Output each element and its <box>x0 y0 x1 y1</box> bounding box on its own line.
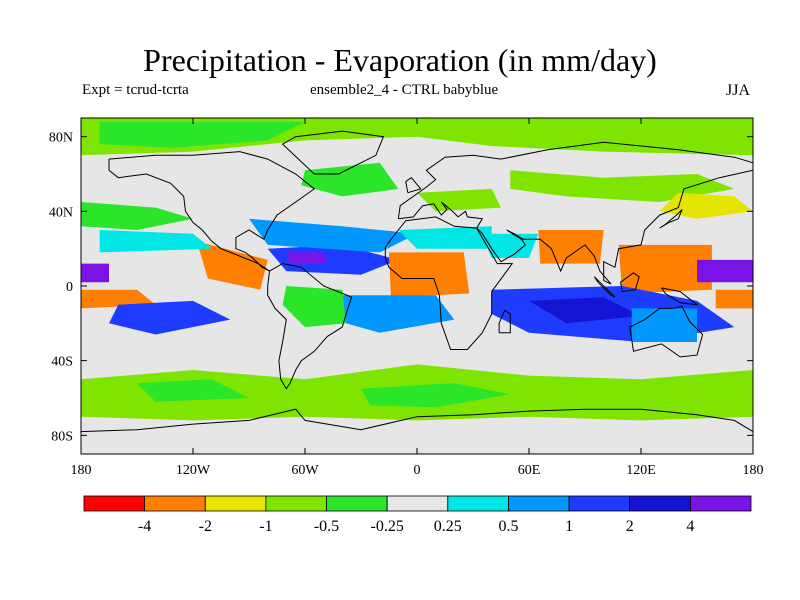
y-tick-label: 40N <box>49 205 73 220</box>
contour-region-30 <box>482 233 539 258</box>
x-tick-label: 180 <box>743 463 764 478</box>
coastline-australia <box>629 305 704 358</box>
colorbar-label: -0.25 <box>371 518 404 535</box>
season-label: JJA <box>726 82 751 99</box>
colorbar-swatch <box>568 495 631 512</box>
coastline-layer <box>81 130 753 433</box>
x-tick-label: 120E <box>626 463 656 478</box>
contour-region-29 <box>398 226 492 249</box>
contour-region-22 <box>697 259 753 283</box>
colorbar-label: -0.5 <box>314 518 339 535</box>
y-axis: 80N 40N 0 40S 80S <box>49 131 753 444</box>
colorbar-swatch <box>386 495 449 512</box>
contour-region-2 <box>361 383 511 408</box>
colorbar-label: -2 <box>199 518 212 535</box>
contour-region-21 <box>529 297 641 324</box>
contour-fill-layer <box>81 118 753 421</box>
x-tick-label: 0 <box>414 463 421 478</box>
contour-region-31 <box>417 188 501 212</box>
coastline-new-guinea <box>661 287 699 306</box>
contour-region-32 <box>99 230 212 253</box>
contour-region-33 <box>631 308 697 342</box>
contour-region-1 <box>137 379 249 402</box>
contour-region-13 <box>389 252 470 298</box>
colorbar-label: 0.25 <box>434 518 462 535</box>
coastline-british-isles <box>405 177 422 194</box>
coastline-south-america <box>267 263 353 390</box>
coastline-eurasia <box>397 141 753 285</box>
y-tick-label: 80N <box>49 131 73 146</box>
x-tick-label: 60W <box>291 463 319 478</box>
colorbar-swatch <box>508 495 570 512</box>
colorbar-label: 0.5 <box>499 518 519 535</box>
colorbar-swatch <box>447 495 509 512</box>
contour-region-25 <box>715 289 753 309</box>
contour-region-17 <box>538 230 604 264</box>
coastline-greenland <box>281 130 385 175</box>
contour-region-4 <box>99 121 305 148</box>
y-tick-label: 40S <box>51 355 73 370</box>
experiment-label: Expt = tcrud-tcrta <box>82 82 189 98</box>
contour-region-23 <box>81 263 109 283</box>
contour-region-7 <box>659 192 753 219</box>
contour-region-26 <box>109 300 231 335</box>
coastline-sumatra <box>593 276 616 298</box>
contour-region-11 <box>249 218 417 253</box>
contour-region-10 <box>286 252 328 264</box>
x-tick-label: 60E <box>518 463 541 478</box>
colorbar-swatch <box>144 495 206 512</box>
coastline-japan <box>659 209 683 229</box>
colorbar-label: 2 <box>626 518 634 535</box>
colorbar: -4 -2 -1 -0.5 -0.25 0.25 0.5 1 2 4 <box>83 495 752 535</box>
coastline-borneo <box>620 272 640 293</box>
contour-region-24 <box>81 289 156 309</box>
colorbar-swatch <box>83 495 145 512</box>
colorbar-swatch <box>204 495 267 512</box>
coastline-antarctica <box>81 408 753 433</box>
coastline-madagascar <box>498 309 511 334</box>
colorbar-label: -1 <box>259 518 272 535</box>
contour-region-19 <box>618 244 712 294</box>
colorbar-label: -4 <box>138 518 151 535</box>
chart-title: Precipitation - Evaporation (in mm/day) <box>143 42 657 78</box>
contour-region-8 <box>81 202 193 230</box>
y-tick-label: 80S <box>51 429 73 444</box>
coastline-africa <box>384 216 514 350</box>
ensemble-label: ensemble2_4 - CTRL babyblue <box>310 82 499 98</box>
contour-region-15 <box>196 241 268 290</box>
coastline-north-america <box>108 151 316 272</box>
colorbar-label: 4 <box>686 518 694 535</box>
colorbar-swatch <box>690 495 752 512</box>
contour-region-28 <box>282 286 347 328</box>
colorbar-label: 1 <box>565 518 573 535</box>
contour-region-27 <box>333 295 455 333</box>
x-tick-label: 180 <box>71 463 92 478</box>
colorbar-swatch <box>629 495 691 512</box>
colorbar-swatch <box>326 495 388 512</box>
x-axis: 180 120W 60W 0 60E 120E 180 <box>71 118 764 478</box>
contour-region-5 <box>301 162 399 197</box>
x-tick-label: 120W <box>176 463 211 478</box>
y-tick-label: 0 <box>66 280 73 295</box>
colorbar-swatch <box>265 495 327 512</box>
